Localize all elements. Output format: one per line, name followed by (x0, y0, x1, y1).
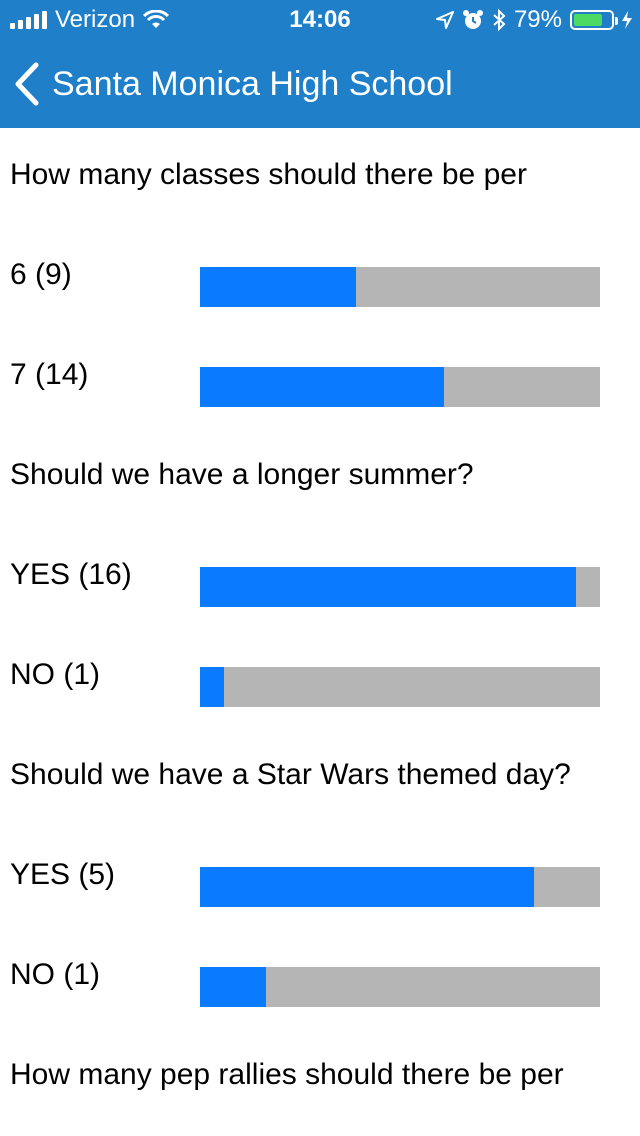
status-time: 14:06 (289, 6, 351, 33)
navigation-bar: Santa Monica High School (0, 48, 640, 120)
poll-option-label: YES (5) (10, 858, 116, 891)
signal-icon (10, 11, 47, 29)
poll-result-bar[interactable] (200, 667, 600, 707)
poll-option-label: 7 (14) (10, 358, 89, 391)
wifi-icon (143, 10, 170, 28)
charging-icon (622, 11, 632, 29)
poll-question: How many classes should there be per (10, 158, 527, 191)
poll-result-bar[interactable] (200, 867, 600, 907)
poll-result-fill (200, 867, 534, 907)
header-bar: Verizon 14:06 79% (0, 0, 640, 128)
poll-question: Should we have a Star Wars themed day? (10, 758, 571, 791)
poll-option-label: NO (1) (10, 958, 100, 991)
status-bar: Verizon 14:06 79% (0, 0, 640, 40)
poll-result-bar[interactable] (200, 367, 600, 407)
poll-option-label: 6 (9) (10, 258, 72, 291)
bluetooth-icon (493, 9, 506, 31)
poll-option-label: NO (1) (10, 658, 100, 691)
poll-question: How many pep rallies should there be per (10, 1058, 564, 1091)
page-title: Santa Monica High School (52, 64, 453, 103)
poll-result-bar[interactable] (200, 967, 600, 1007)
chevron-left-icon (15, 62, 39, 106)
poll-question: Should we have a longer summer? (10, 458, 474, 491)
carrier-name: Verizon (55, 6, 136, 33)
location-icon (435, 11, 454, 29)
poll-result-fill (200, 967, 266, 1007)
poll-result-bar[interactable] (200, 567, 600, 607)
back-button[interactable]: Santa Monica High School (0, 48, 453, 120)
poll-option-label: YES (16) (10, 558, 132, 591)
poll-result-fill (200, 367, 444, 407)
battery-percent: 79% (513, 6, 562, 33)
poll-result-bar[interactable] (200, 267, 600, 307)
poll-result-fill (200, 267, 356, 307)
battery-icon (570, 10, 618, 30)
poll-result-fill (200, 667, 224, 707)
poll-result-fill (200, 567, 576, 607)
alarm-icon (462, 10, 483, 29)
